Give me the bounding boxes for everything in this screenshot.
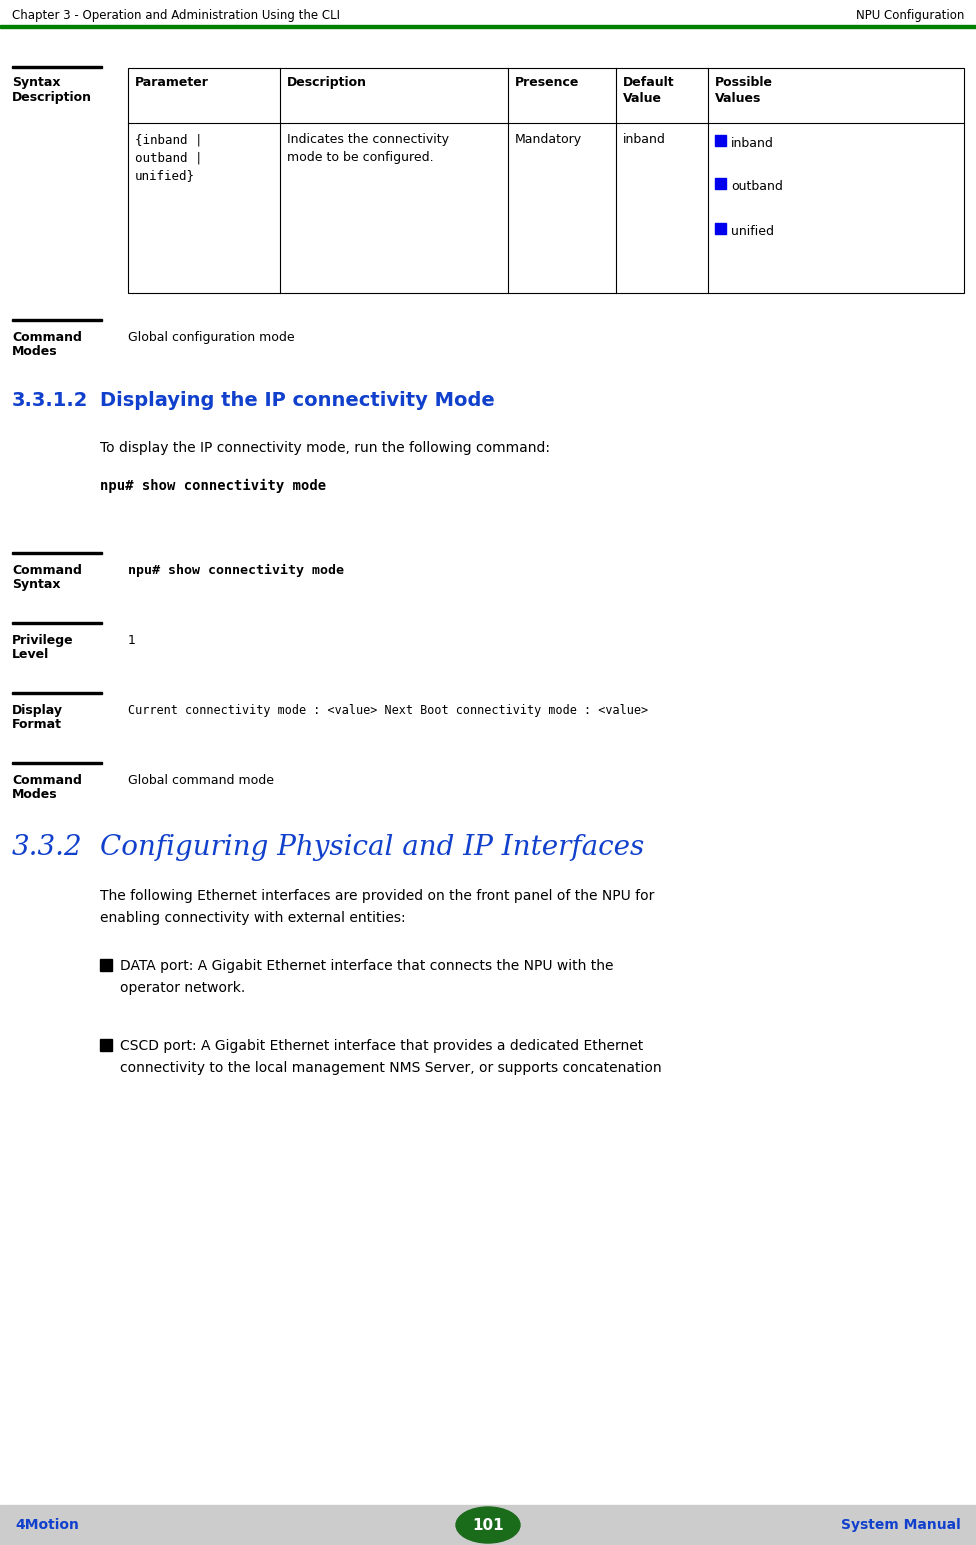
Text: npu# show connectivity mode: npu# show connectivity mode xyxy=(100,479,326,493)
Bar xyxy=(12,692,102,694)
Text: npu# show connectivity mode: npu# show connectivity mode xyxy=(128,564,344,578)
Text: {inband |
outband |
unified}: {inband | outband | unified} xyxy=(135,133,202,182)
Text: Format: Format xyxy=(12,718,62,731)
Text: Mandatory: Mandatory xyxy=(515,133,582,145)
Text: Privilege: Privilege xyxy=(12,633,73,647)
Text: 3.3.1.2: 3.3.1.2 xyxy=(12,391,89,409)
Bar xyxy=(12,552,102,555)
Bar xyxy=(715,134,726,145)
Bar xyxy=(715,222,726,233)
Bar xyxy=(12,318,102,321)
Text: Level: Level xyxy=(12,647,49,661)
Text: Configuring Physical and IP Interfaces: Configuring Physical and IP Interfaces xyxy=(100,834,644,861)
Text: Chapter 3 - Operation and Administration Using the CLI: Chapter 3 - Operation and Administration… xyxy=(12,9,340,23)
Bar xyxy=(100,959,112,970)
Text: inband: inband xyxy=(731,138,774,150)
Text: connectivity to the local management NMS Server, or supports concatenation: connectivity to the local management NMS… xyxy=(120,1061,662,1075)
Text: The following Ethernet interfaces are provided on the front panel of the NPU for: The following Ethernet interfaces are pr… xyxy=(100,888,654,902)
Text: Description: Description xyxy=(287,76,367,90)
Text: 1: 1 xyxy=(128,633,136,647)
Text: Indicates the connectivity
mode to be configured.: Indicates the connectivity mode to be co… xyxy=(287,133,449,164)
Text: Display: Display xyxy=(12,705,63,717)
Bar xyxy=(12,621,102,624)
Text: System Manual: System Manual xyxy=(841,1519,961,1533)
Text: inband: inband xyxy=(623,133,666,145)
Text: Default
Value: Default Value xyxy=(623,76,674,105)
Text: enabling connectivity with external entities:: enabling connectivity with external enti… xyxy=(100,912,406,925)
Bar xyxy=(12,762,102,763)
Text: Parameter: Parameter xyxy=(135,76,209,90)
Text: 4Motion: 4Motion xyxy=(15,1519,79,1533)
Text: 3.3.2: 3.3.2 xyxy=(12,834,83,861)
Bar xyxy=(128,68,964,294)
Text: Displaying the IP connectivity Mode: Displaying the IP connectivity Mode xyxy=(100,391,495,409)
Text: Command: Command xyxy=(12,564,82,576)
Text: operator network.: operator network. xyxy=(120,981,245,995)
Text: NPU Configuration: NPU Configuration xyxy=(856,9,964,23)
Text: unified: unified xyxy=(731,226,774,238)
Text: Syntax: Syntax xyxy=(12,578,61,592)
Text: Global configuration mode: Global configuration mode xyxy=(128,331,295,345)
Text: Description: Description xyxy=(12,91,92,104)
Text: Modes: Modes xyxy=(12,788,58,800)
Text: CSCD port: A Gigabit Ethernet interface that provides a dedicated Ethernet: CSCD port: A Gigabit Ethernet interface … xyxy=(120,1038,643,1054)
Text: Syntax: Syntax xyxy=(12,76,61,90)
Bar xyxy=(100,1038,112,1051)
Text: Current connectivity mode : <value> Next Boot connectivity mode : <value>: Current connectivity mode : <value> Next… xyxy=(128,705,648,717)
Text: DATA port: A Gigabit Ethernet interface that connects the NPU with the: DATA port: A Gigabit Ethernet interface … xyxy=(120,959,614,973)
Text: Possible
Values: Possible Values xyxy=(715,76,773,105)
Text: Global command mode: Global command mode xyxy=(128,774,274,786)
Ellipse shape xyxy=(456,1506,520,1543)
Text: outband: outband xyxy=(731,181,783,193)
Bar xyxy=(12,65,102,68)
Text: Modes: Modes xyxy=(12,345,58,358)
Text: Presence: Presence xyxy=(515,76,580,90)
Text: To display the IP connectivity mode, run the following command:: To display the IP connectivity mode, run… xyxy=(100,440,550,454)
Bar xyxy=(0,25,976,28)
Text: 101: 101 xyxy=(472,1517,504,1533)
Text: Command: Command xyxy=(12,774,82,786)
Text: Command: Command xyxy=(12,331,82,345)
Bar xyxy=(715,178,726,188)
Bar xyxy=(0,1505,976,1545)
